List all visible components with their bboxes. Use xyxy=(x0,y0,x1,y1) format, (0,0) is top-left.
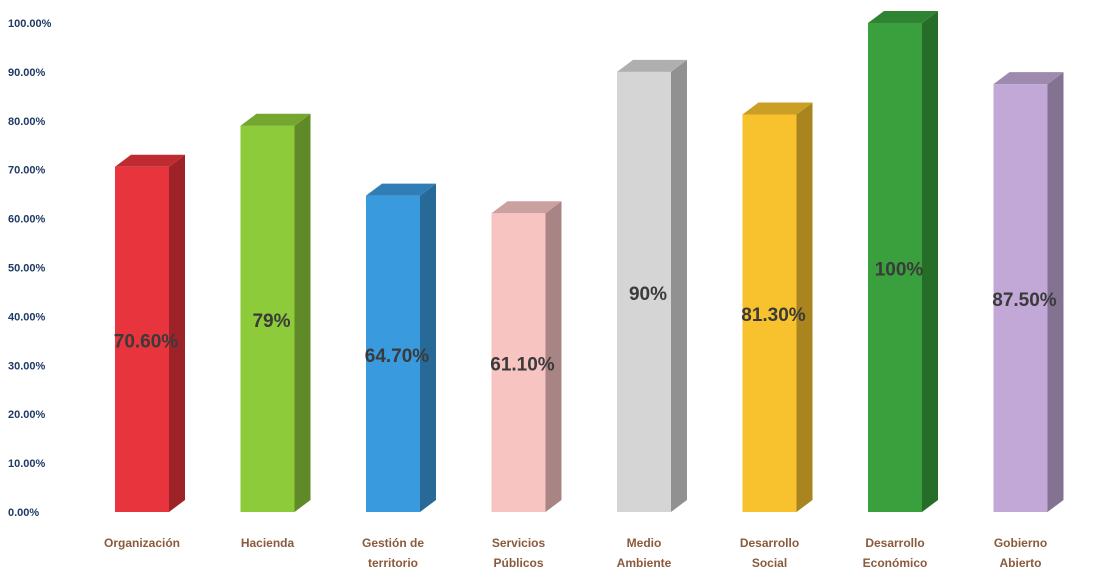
category-label: Servicios Públicos xyxy=(492,536,546,570)
y-tick-label: 10.00% xyxy=(8,458,46,470)
category-label: Desarrollo Económico xyxy=(863,536,928,570)
bar xyxy=(742,102,813,513)
bar-front xyxy=(491,213,546,512)
data-labels: 70.60% 79% 64.70% 61.10% 90% 81.30% 100% 87.50% xyxy=(114,260,1057,376)
data-label: 79% xyxy=(252,311,290,332)
category-label: Hacienda xyxy=(241,536,295,550)
bar xyxy=(868,11,938,512)
bar-top xyxy=(993,72,1064,85)
bar-front xyxy=(240,125,295,512)
bar-front xyxy=(742,114,797,513)
data-label: 64.70% xyxy=(365,346,430,367)
data-label: 70.60% xyxy=(114,331,179,352)
y-tick-label: 50.00% xyxy=(8,263,46,275)
y-tick-label: 80.00% xyxy=(8,116,46,128)
bar xyxy=(491,201,562,512)
y-tick-label: 100.00% xyxy=(8,18,52,30)
bar-top xyxy=(491,201,562,214)
bar-front xyxy=(868,23,922,512)
data-label: 100% xyxy=(875,260,924,281)
x-axis: Organización Hacienda Gestión de territorio… xyxy=(104,536,1047,570)
data-label: 81.30% xyxy=(741,305,806,326)
bar xyxy=(617,59,687,513)
category-label: Desarrollo Social xyxy=(740,536,799,570)
y-tick-label: 70.00% xyxy=(8,165,46,177)
bar-side xyxy=(671,59,687,513)
bar-top xyxy=(742,102,813,115)
bars xyxy=(115,11,1064,513)
y-tick-label: 0.00% xyxy=(8,507,39,519)
bar-side xyxy=(796,102,813,513)
bar-top xyxy=(240,113,311,126)
y-tick-label: 20.00% xyxy=(8,409,46,421)
y-axis: 0.00% 10.00% 20.00% 30.00% 40.00% 50.00% 60.00… xyxy=(8,18,52,519)
y-tick-label: 60.00% xyxy=(8,214,46,226)
data-label: 61.10% xyxy=(490,355,555,376)
bar xyxy=(993,72,1064,512)
category-label: Gestión de territorio xyxy=(362,536,424,570)
bar-side xyxy=(545,201,562,512)
bar xyxy=(240,113,311,512)
data-label: 87.50% xyxy=(992,290,1057,311)
bar-top xyxy=(868,11,938,23)
bar-side xyxy=(922,11,938,512)
category-label: Medio Ambiente xyxy=(617,536,672,570)
bar-front xyxy=(366,195,420,512)
y-tick-label: 30.00% xyxy=(8,360,46,372)
bar-top xyxy=(366,183,436,196)
bar xyxy=(115,154,185,513)
data-label: 90% xyxy=(629,284,667,305)
y-tick-label: 90.00% xyxy=(8,67,46,79)
category-label: Gobierno Abierto xyxy=(994,536,1047,570)
bar-top xyxy=(617,59,687,72)
bar-front xyxy=(993,84,1048,512)
bar-side xyxy=(169,154,185,513)
bar xyxy=(366,183,436,512)
bar-side xyxy=(294,113,311,512)
bar-front xyxy=(617,71,671,513)
bar-side xyxy=(420,183,436,512)
category-label: Organización xyxy=(104,536,180,550)
bar-side xyxy=(1047,72,1064,512)
bar-front xyxy=(115,166,169,513)
y-tick-label: 40.00% xyxy=(8,311,46,323)
bar-top xyxy=(115,154,185,167)
